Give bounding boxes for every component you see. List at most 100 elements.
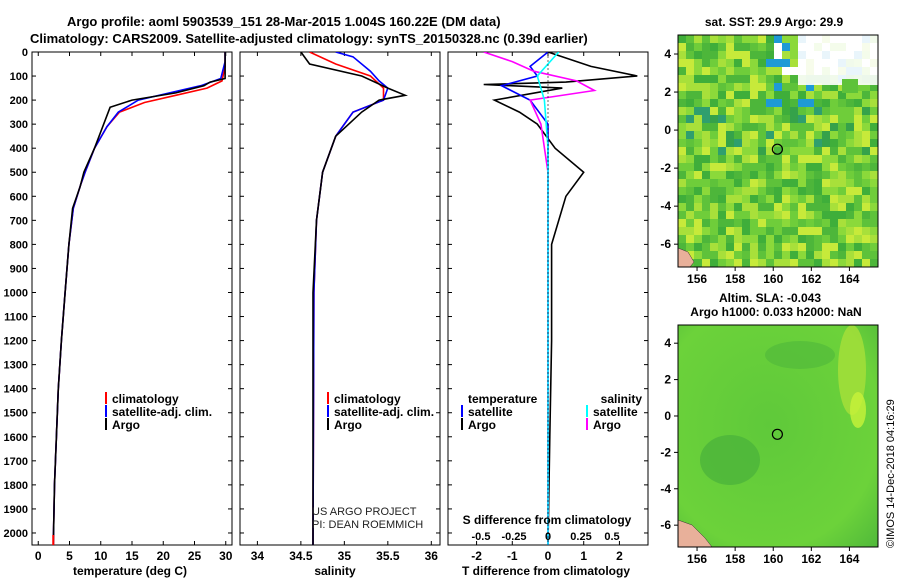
legend-label-s-satellite: satellite [593,405,638,419]
sst-cell [838,99,846,107]
sst-cell [710,35,718,43]
sst-cell [694,83,702,91]
sst-cell [870,251,878,259]
sst-cell [830,115,838,123]
lon-tick-label: 160 [763,272,783,286]
depth-tick-label: 1600 [4,432,28,444]
sst-cell [694,67,702,75]
sst-cell [774,107,782,115]
sst-cell [822,227,830,235]
x-tick-label: 36 [425,549,439,563]
sst-cell [822,99,830,107]
depth-tick-label: 1400 [4,384,28,396]
sst-cell [734,115,742,123]
sst-cell [742,59,750,67]
sst-cell [798,131,806,139]
lat-tick-label: -4 [660,199,671,213]
sst-cell [734,43,742,51]
salinity-legend: climatology satellite-adj. clim. Argo [327,392,434,432]
sst-cell [870,163,878,171]
sst-cell [710,75,718,83]
sst-cell [726,107,734,115]
sst-cell [814,115,822,123]
sst-cell [862,259,870,267]
sst-cell [766,235,774,243]
sst-cell [806,123,814,131]
sst-cell [830,203,838,211]
sst-cell [726,211,734,219]
sst-cell [830,163,838,171]
sst-cell [806,99,814,107]
difference-depth-ticks [448,51,648,534]
sst-cell [870,227,878,235]
sst-cell [734,171,742,179]
sst-cell [694,187,702,195]
s-difference-xlabel: S difference from climatology [463,513,632,527]
sst-map-frame [677,34,879,268]
sst-cell [790,75,798,83]
sst-cell [686,59,694,67]
sst-cell [710,115,718,123]
lat-tick-label: 0 [664,123,671,137]
sst-cell [862,211,870,219]
sst-cell [774,155,782,163]
sla-high-anomaly [850,392,866,428]
sst-cell [718,203,726,211]
sst-cell [854,203,862,211]
sst-cell [686,203,694,211]
sst-cell [846,139,854,147]
sst-cell [766,115,774,123]
sst-cell [822,219,830,227]
sst-cell [734,235,742,243]
sst-cell [790,211,798,219]
sst-cell [702,203,710,211]
lon-tick-label: 160 [763,552,783,566]
sst-cell [702,43,710,51]
sst-cell [702,139,710,147]
sst-cell [718,163,726,171]
sst-cell [806,139,814,147]
sst-cell [678,195,686,203]
sst-cell [678,139,686,147]
sst-cell [734,259,742,267]
sst-cell [862,139,870,147]
sst-cell [750,107,758,115]
sst-cell [718,91,726,99]
t-line-argo [52,52,226,545]
sst-cell [774,163,782,171]
sst-cell [750,35,758,43]
sst-cell [686,179,694,187]
sst-cell [798,107,806,115]
sst-cell [702,131,710,139]
sst-cell [734,83,742,91]
sst-cell [846,107,854,115]
sst-cell [678,227,686,235]
sst-cell [750,235,758,243]
sst-cell [790,251,798,259]
sst-cell [742,203,750,211]
sst-cell [750,187,758,195]
sst-cell [830,259,838,267]
sst-cell [766,171,774,179]
sst-cell [774,219,782,227]
sst-cell [726,187,734,195]
sst-cell [766,99,774,107]
sst-cell [694,219,702,227]
sst-cell [686,219,694,227]
sst-cell [822,123,830,131]
sst-cell [742,195,750,203]
sst-cell [678,99,686,107]
sst-cell [734,75,742,83]
sst-cell [726,75,734,83]
lon-tick-label: 158 [725,272,745,286]
sst-cell [782,83,790,91]
sst-cell [862,227,870,235]
sst-cell [718,227,726,235]
sst-cell [710,203,718,211]
x-tick-label: 10 [94,549,108,563]
sst-cell [718,147,726,155]
sst-cell [798,99,806,107]
sst-cell [702,251,710,259]
sst-cell [758,123,766,131]
sst-cell [838,235,846,243]
